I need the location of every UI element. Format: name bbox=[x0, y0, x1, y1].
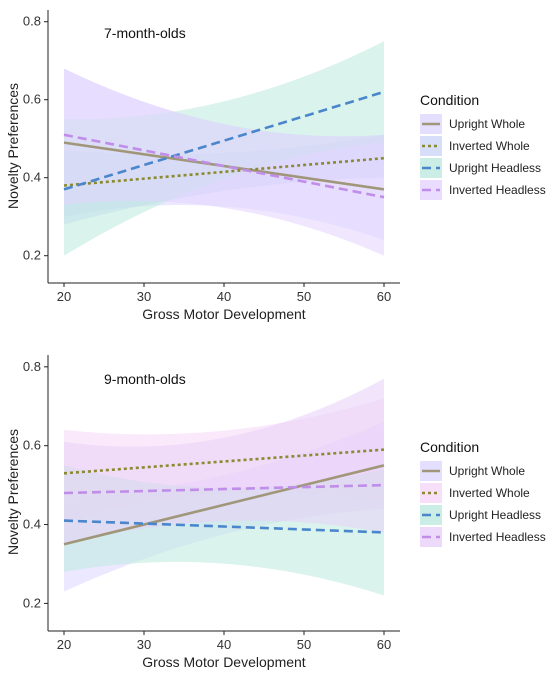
legend-label: Upright Whole bbox=[449, 464, 525, 478]
x-tick-label: 40 bbox=[217, 289, 231, 304]
y-tick-label: 0.2 bbox=[23, 595, 41, 610]
x-tick-label: 30 bbox=[137, 289, 151, 304]
y-tick-label: 0.6 bbox=[23, 438, 41, 453]
y-axis-title: Novelty Preferences bbox=[5, 429, 21, 555]
x-axis-title: Gross Motor Development bbox=[142, 306, 306, 322]
x-tick-label: 50 bbox=[297, 289, 311, 304]
legend: Condition Upright Whole Inverted Whole Upr… bbox=[420, 92, 546, 200]
panel-7-month-olds: 0.2 0.4 0.6 0.8 20 30 40 50 60 7-month-olds Gro… bbox=[5, 10, 546, 322]
x-ticks: 20 30 40 50 60 bbox=[57, 283, 391, 304]
series-line-upright-whole bbox=[63, 464, 385, 546]
x-axis-title: Gross Motor Development bbox=[142, 654, 306, 670]
y-tick-label: 0.4 bbox=[23, 170, 41, 185]
y-tick-label: 0.4 bbox=[23, 517, 41, 532]
ci-band-inverted-headless bbox=[64, 378, 384, 545]
x-tick-label: 60 bbox=[377, 637, 391, 652]
x-tick-label: 50 bbox=[297, 637, 311, 652]
x-tick-label: 30 bbox=[137, 637, 151, 652]
legend-title: Condition bbox=[420, 92, 479, 108]
series-line-upright-headless bbox=[63, 519, 385, 534]
legend-label: Inverted Headless bbox=[449, 530, 546, 544]
y-ticks: 0.2 0.4 0.6 0.8 bbox=[23, 359, 48, 610]
legend: Condition Upright Whole Inverted Whole Upr… bbox=[420, 439, 546, 547]
panel-title: 9-month-olds bbox=[104, 371, 186, 387]
confidence-bands bbox=[64, 41, 384, 256]
y-tick-label: 0.8 bbox=[23, 14, 41, 29]
y-tick-label: 0.6 bbox=[23, 92, 41, 107]
panel-title: 7-month-olds bbox=[104, 25, 186, 41]
series-line-inverted-headless bbox=[63, 133, 385, 199]
panel-9-month-olds: 0.2 0.4 0.6 0.8 20 30 40 50 60 9-month-olds Gro… bbox=[5, 355, 546, 670]
y-axis-title: Novelty Preferences bbox=[5, 83, 21, 209]
legend-label: Upright Whole bbox=[449, 117, 525, 131]
x-tick-label: 20 bbox=[57, 637, 71, 652]
legend-label: Inverted Headless bbox=[449, 183, 546, 197]
y-tick-label: 0.8 bbox=[23, 359, 41, 374]
legend-title: Condition bbox=[420, 439, 479, 455]
x-tick-label: 20 bbox=[57, 289, 71, 304]
legend-label: Upright Headless bbox=[449, 161, 541, 175]
y-tick-label: 0.2 bbox=[23, 248, 41, 263]
confidence-bands bbox=[64, 378, 384, 596]
legend-label: Upright Headless bbox=[449, 508, 541, 522]
x-tick-label: 60 bbox=[377, 289, 391, 304]
x-tick-label: 40 bbox=[217, 637, 231, 652]
legend-label: Inverted Whole bbox=[449, 139, 530, 153]
x-ticks: 20 30 40 50 60 bbox=[57, 631, 391, 652]
series-lines bbox=[63, 90, 385, 199]
ci-band-inverted-headless bbox=[64, 68, 384, 256]
legend-label: Inverted Whole bbox=[449, 486, 530, 500]
series-line-upright-whole bbox=[63, 141, 385, 191]
series-lines bbox=[63, 448, 385, 546]
y-ticks: 0.2 0.4 0.6 0.8 bbox=[23, 14, 48, 263]
series-line-inverted-headless bbox=[63, 483, 385, 495]
